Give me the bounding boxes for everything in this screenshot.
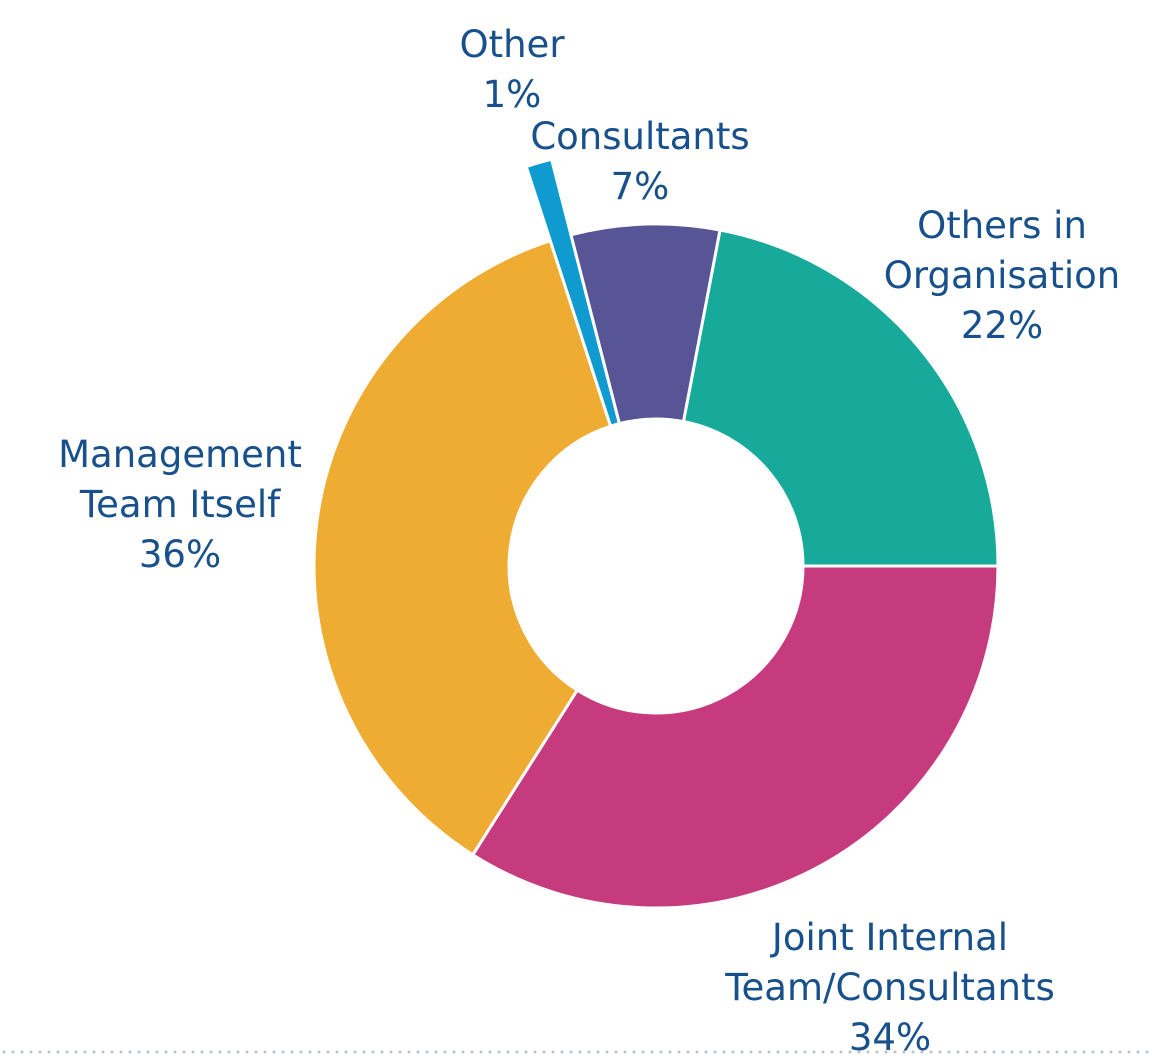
- donut-slice: [312, 238, 613, 857]
- slice-label: Management: [58, 433, 302, 476]
- slice-label: Organisation: [884, 254, 1120, 297]
- value-label: 22%: [961, 304, 1043, 347]
- donut-slice: [681, 228, 1000, 568]
- slice-label: Others in: [917, 204, 1087, 247]
- slice-label: Consultants: [530, 115, 749, 158]
- value-label: 1%: [483, 73, 542, 116]
- value-label: 7%: [611, 165, 670, 208]
- value-label: 34%: [849, 1016, 931, 1056]
- slice-label: Other: [459, 23, 565, 66]
- value-label: 36%: [139, 533, 221, 576]
- donut-slice: [470, 564, 1000, 910]
- slice-label: Team Itself: [79, 483, 281, 526]
- slice-label: Joint Internal: [770, 916, 1008, 959]
- slice-label: Team/Consultants: [724, 966, 1055, 1009]
